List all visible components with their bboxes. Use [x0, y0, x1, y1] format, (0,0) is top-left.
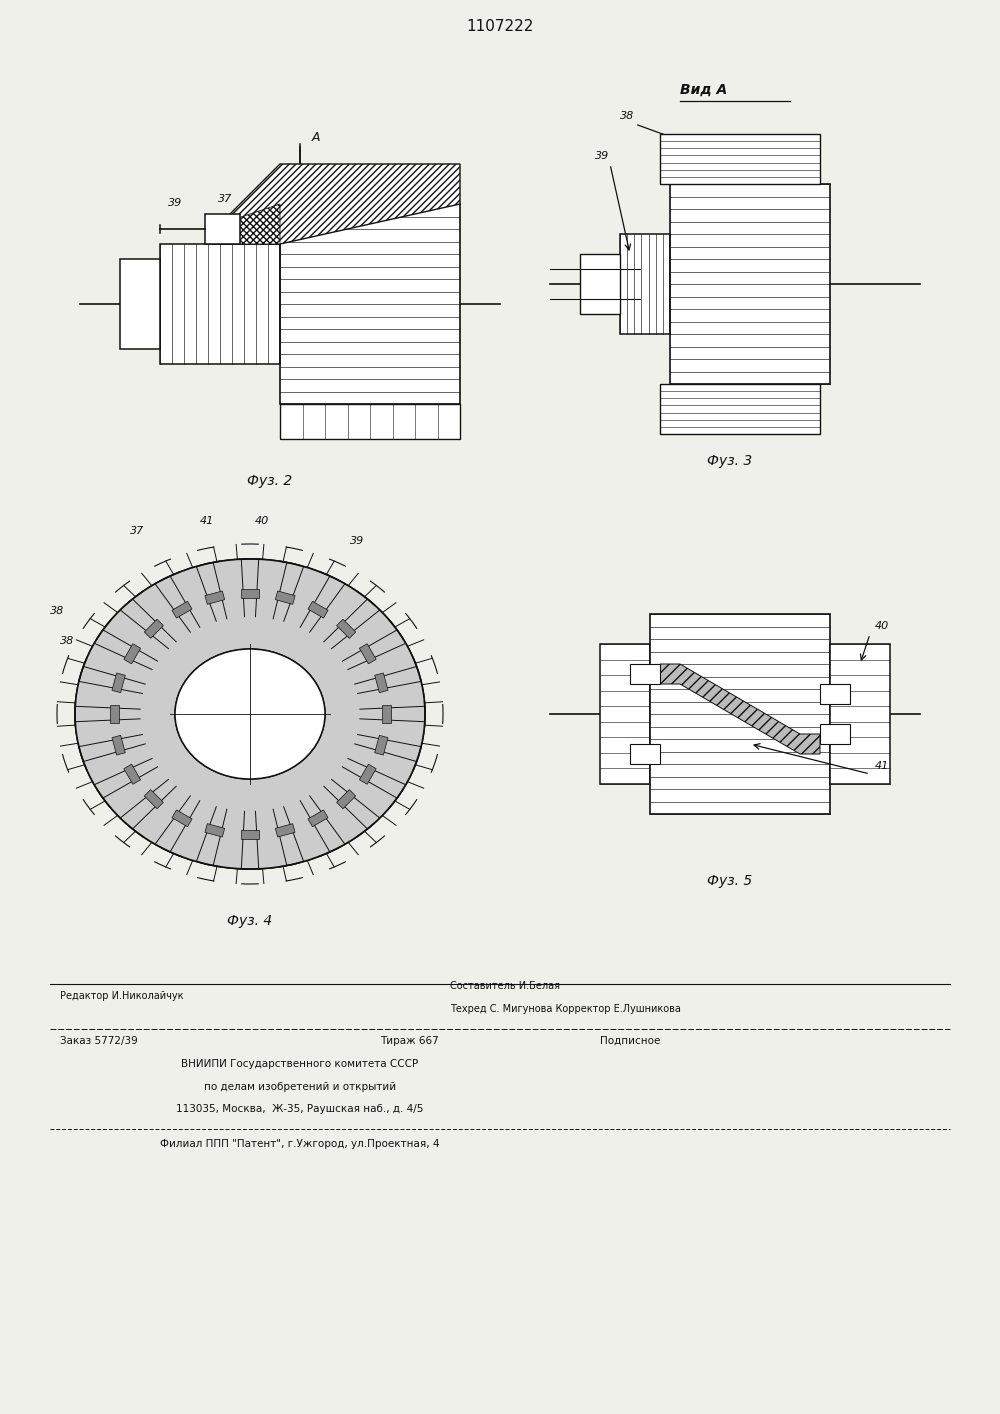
Text: Тираж 667: Тираж 667 [380, 1036, 439, 1046]
Text: Заказ 5772/39: Заказ 5772/39 [60, 1036, 138, 1046]
Polygon shape [280, 404, 460, 438]
Text: 40: 40 [875, 621, 889, 631]
Bar [830, 643, 890, 783]
Text: ВНИИПИ Государственного комитета СССР: ВНИИПИ Государственного комитета СССР [181, 1059, 419, 1069]
Ellipse shape [175, 649, 325, 779]
Text: Техред С. Мигунова Корректор Е.Лушникова: Техред С. Мигунова Корректор Е.Лушникова [450, 1004, 681, 1014]
Bar [160, 245, 280, 363]
Bar [660, 134, 820, 184]
Text: 40: 40 [255, 516, 269, 526]
Polygon shape [112, 673, 125, 693]
Polygon shape [220, 204, 280, 245]
Polygon shape [144, 619, 163, 638]
Ellipse shape [75, 559, 425, 870]
Polygon shape [241, 830, 259, 839]
Bar [580, 255, 620, 314]
Text: Фуз. 3: Фуз. 3 [707, 454, 753, 468]
Polygon shape [820, 724, 850, 744]
Polygon shape [630, 744, 660, 764]
Text: 41: 41 [875, 761, 889, 771]
Text: A: A [312, 132, 320, 144]
Polygon shape [337, 619, 356, 638]
Polygon shape [630, 665, 660, 684]
Polygon shape [308, 810, 328, 827]
Polygon shape [337, 789, 356, 809]
Text: Филиал ППП "Патент", г.Ужгород, ул.Проектная, 4: Филиал ППП "Патент", г.Ужгород, ул.Проек… [160, 1140, 440, 1150]
Polygon shape [205, 824, 225, 837]
Text: 1107222: 1107222 [466, 18, 534, 34]
Text: Составитель И.Белая: Составитель И.Белая [450, 981, 560, 991]
Bar [120, 259, 160, 349]
Polygon shape [375, 673, 388, 693]
Text: 113035, Москва,  Ж-35, Раушская наб., д. 4/5: 113035, Москва, Ж-35, Раушская наб., д. … [176, 1104, 424, 1114]
Text: Подписное: Подписное [600, 1036, 660, 1046]
Polygon shape [375, 735, 388, 755]
Bar [660, 385, 820, 434]
Bar [280, 204, 460, 404]
Text: 39: 39 [595, 151, 609, 161]
Polygon shape [110, 706, 119, 723]
Polygon shape [275, 824, 295, 837]
Text: Вид A: Вид A [680, 83, 727, 98]
Polygon shape [660, 665, 820, 754]
Ellipse shape [75, 559, 425, 870]
Text: 39: 39 [350, 536, 364, 546]
Text: 38: 38 [620, 112, 634, 122]
Polygon shape [308, 601, 328, 618]
Bar [670, 184, 830, 385]
Polygon shape [220, 164, 460, 245]
Polygon shape [205, 591, 225, 604]
Text: 37: 37 [130, 526, 144, 536]
Bar [650, 614, 830, 814]
Polygon shape [275, 591, 295, 604]
Text: Фуз. 2: Фуз. 2 [247, 474, 293, 488]
Polygon shape [124, 643, 141, 663]
Bar [205, 214, 240, 245]
Polygon shape [820, 684, 850, 704]
Text: Фуз. 5: Фуз. 5 [707, 874, 753, 888]
Polygon shape [241, 590, 259, 598]
Polygon shape [172, 601, 192, 618]
Ellipse shape [175, 649, 325, 779]
Text: по делам изобретений и открытий: по делам изобретений и открытий [204, 1082, 396, 1092]
Polygon shape [112, 735, 125, 755]
Polygon shape [359, 764, 376, 785]
Polygon shape [382, 706, 391, 723]
Bar [600, 643, 650, 783]
Polygon shape [124, 764, 141, 785]
Text: 37: 37 [218, 194, 232, 204]
Text: 41: 41 [200, 516, 214, 526]
Text: Фуз. 4: Фуз. 4 [227, 913, 273, 928]
Text: 39: 39 [168, 198, 182, 208]
Polygon shape [359, 643, 376, 663]
Polygon shape [144, 789, 163, 809]
Text: Редактор И.Николайчук: Редактор И.Николайчук [60, 991, 184, 1001]
Polygon shape [172, 810, 192, 827]
Text: 38: 38 [50, 607, 64, 617]
Bar [620, 233, 670, 334]
Text: 38: 38 [60, 636, 74, 646]
